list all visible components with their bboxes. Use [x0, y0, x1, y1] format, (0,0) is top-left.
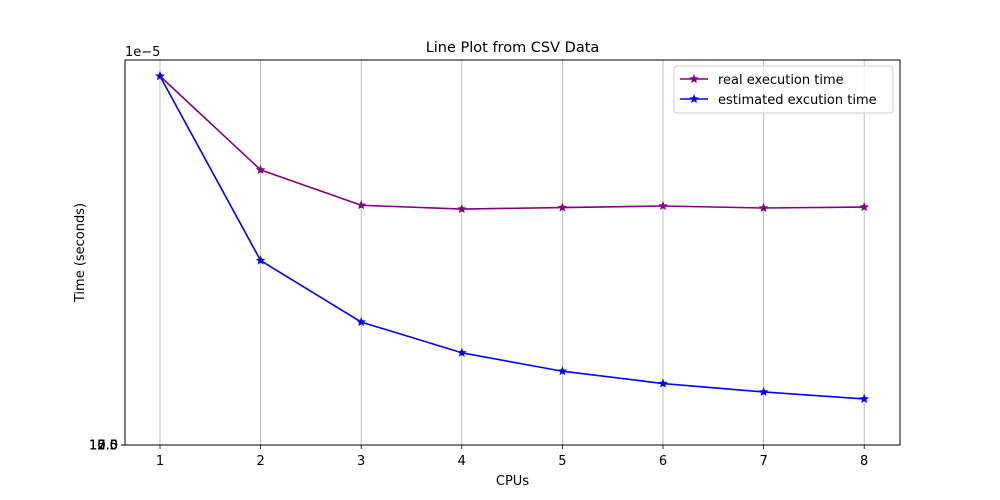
x-tick-label: 6 [659, 454, 667, 469]
legend-box [673, 65, 894, 114]
data-point-real [859, 202, 869, 212]
data-point-estimated [859, 393, 869, 403]
series-layer [155, 71, 869, 403]
tick-layer: 1 2 3 4 5 6 7 8 0.02.55.07.510.012.515.017.5 [89, 439, 868, 470]
data-point-estimated [658, 378, 668, 388]
x-tick-label: 5 [558, 454, 566, 469]
y-tick-label: 5.0 [97, 439, 118, 454]
data-point-estimated [758, 386, 769, 397]
x-tick-label: 1 [156, 454, 164, 469]
legend-marker-estimated [689, 94, 699, 104]
y-tick-label: 2.5 [97, 439, 118, 454]
x-tick-label: 3 [357, 454, 365, 469]
y-tick-label: 15.0 [89, 439, 118, 454]
data-point-estimated [356, 317, 366, 327]
x-tick-label: 7 [759, 454, 767, 469]
grid-layer [159, 60, 865, 445]
data-point-real [457, 204, 467, 214]
x-axis-label: CPUs [496, 474, 529, 489]
data-point-real [255, 164, 266, 174]
data-point-real [658, 201, 668, 211]
x-tick-label: 2 [256, 454, 264, 469]
legend-label-real: real execution time [718, 73, 844, 88]
series-line-real [159, 75, 865, 210]
y-tick-label: 17.5 [89, 439, 118, 454]
y-axis-offset-text: 1e−5 [125, 45, 160, 60]
y-tick-label: 10.0 [89, 439, 118, 454]
x-tick-label: 4 [458, 454, 466, 469]
legend-marker-real [689, 74, 699, 84]
data-point-real [356, 200, 366, 210]
data-point-real [758, 203, 769, 213]
y-tick-label: 12.5 [89, 439, 118, 454]
data-point-estimated [457, 347, 467, 357]
y-axis-label: Time (seconds) [73, 203, 88, 303]
y-tick-label: 7.5 [97, 439, 118, 454]
data-point-estimated [255, 255, 266, 265]
legend-label-estimated: estimated excution time [718, 93, 877, 108]
data-point-real [557, 202, 568, 212]
data-point-estimated [155, 71, 165, 81]
series-line-estimated [159, 75, 865, 400]
data-point-estimated [557, 366, 568, 376]
x-tick-label: 8 [860, 454, 868, 469]
legend: real execution time estimated excution t… [673, 65, 894, 114]
chart-title: Line Plot from CSV Data [426, 40, 600, 56]
plot-area-frame [124, 59, 901, 446]
y-tick-label: 0.0 [97, 439, 118, 454]
